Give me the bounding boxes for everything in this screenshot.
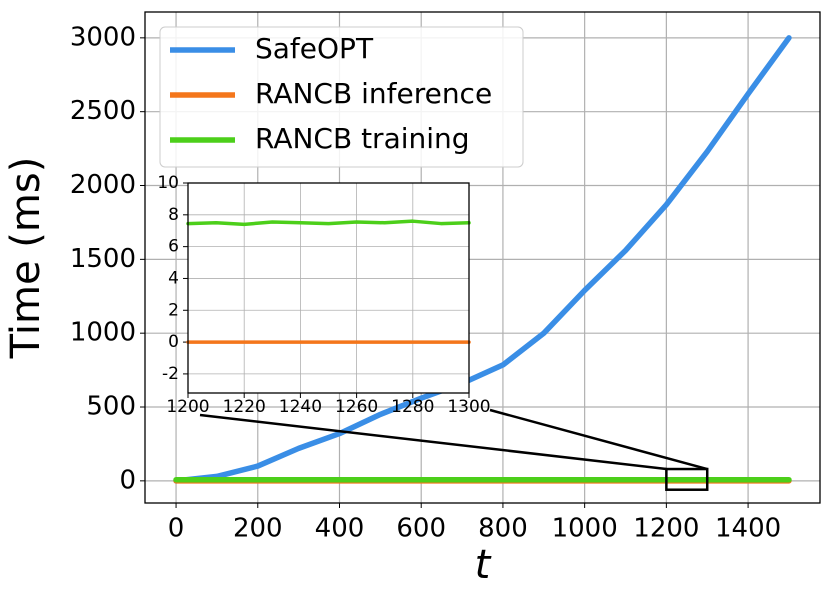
x-tick-label: 400: [315, 514, 365, 544]
x-tick-label: 1220: [223, 397, 266, 417]
y-tick-label: 2: [168, 300, 179, 320]
legend-label: RANCB training: [255, 122, 470, 155]
y-tick-label: 1000: [70, 318, 136, 348]
x-tick-label: 1300: [447, 397, 490, 417]
x-tick-label: 1400: [715, 514, 781, 544]
x-tick-label: 1260: [335, 397, 378, 417]
plot-background: [188, 183, 469, 393]
x-tick-label: 600: [396, 514, 446, 544]
legend: SafeOPT RANCB inference RANCB training: [159, 26, 524, 168]
series-line: [186, 219, 471, 227]
y-tick-label: 2000: [70, 170, 136, 200]
y-axis-label: Time (ms): [3, 157, 49, 360]
plot-frame: [144, 11, 821, 504]
y-tick-label: 3000: [70, 22, 136, 52]
legend-label: RANCB inference: [255, 77, 492, 110]
y-tick-label: 1500: [70, 244, 136, 274]
series-line: [173, 35, 792, 484]
legend-box: [159, 26, 524, 168]
zoom-box: [665, 467, 709, 491]
y-tick-label: 0: [168, 332, 179, 352]
y-tick-label: 4: [168, 268, 179, 288]
zoom-connector: [199, 413, 667, 471]
y-tick-label: 0: [119, 465, 136, 495]
y-tick-label: -2: [162, 364, 179, 384]
y-tick-label: 2500: [70, 96, 136, 126]
x-tick-label: 1200: [633, 514, 699, 544]
x-tick-label: 0: [168, 514, 185, 544]
y-tick-label: 6: [168, 237, 179, 257]
y-tick-label: 8: [168, 205, 179, 225]
x-axis-label: t: [475, 542, 492, 588]
inset: 1200 1220 1240 1260 1280 1300 -2 0 2 4 6 8 10: [157, 173, 490, 417]
y-tick-label: 10: [157, 173, 179, 193]
x-tick-label: 800: [478, 514, 528, 544]
zoom-connector: [489, 408, 708, 471]
legend-label: SafeOPT: [255, 32, 374, 65]
x-tick-label: 1000: [552, 514, 618, 544]
x-tick-label: 1240: [279, 397, 322, 417]
x-tick-label: 1280: [391, 397, 434, 417]
plot-frame: [187, 182, 470, 394]
x-tick-label: 200: [233, 514, 283, 544]
x-tick-label: 1200: [166, 397, 209, 417]
y-tick-label: 500: [86, 392, 136, 422]
